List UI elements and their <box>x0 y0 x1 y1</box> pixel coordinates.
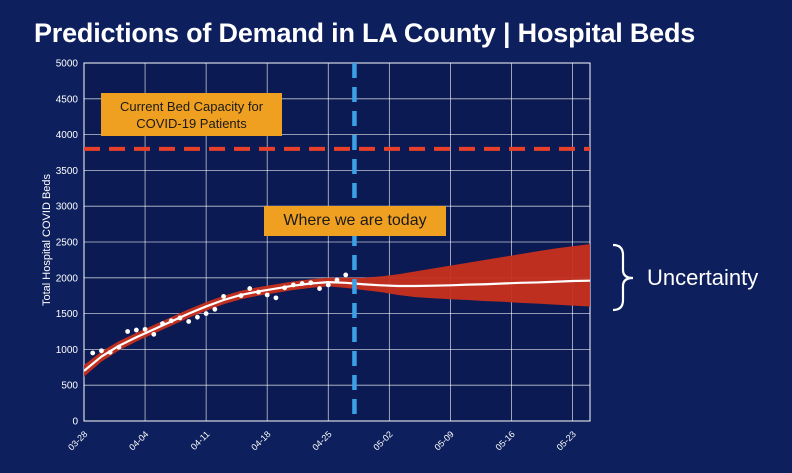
observed-point <box>186 319 192 324</box>
capacity-callout: Current Bed Capacity for COVID-19 Patien… <box>101 93 282 136</box>
x-tick-label: 04-11 <box>189 429 212 452</box>
uncertainty-label: Uncertainty <box>647 265 759 290</box>
slide-title: Predictions of Demand in LA County | Hos… <box>34 18 696 48</box>
x-tick-label: 03-28 <box>66 429 89 452</box>
observed-point <box>90 350 96 356</box>
observed-point <box>151 331 157 337</box>
x-tick-label: 05-02 <box>371 429 394 452</box>
x-tick-label: 04-04 <box>127 429 150 452</box>
observed-point <box>203 311 209 316</box>
observed-point <box>160 321 165 327</box>
observed-point <box>273 295 279 301</box>
observed-point <box>168 318 174 324</box>
observed-point <box>99 348 104 354</box>
observed-point <box>308 280 314 286</box>
y-axis-label: Total Hospital COVID Beds <box>41 173 53 306</box>
observed-point <box>282 285 288 291</box>
observed-point <box>343 272 349 278</box>
observed-point <box>177 315 183 321</box>
capacity-callout-line2: COVID-19 Patients <box>136 115 247 131</box>
y-tick-label: 2500 <box>56 238 79 249</box>
x-tick-label: 04-25 <box>310 429 333 452</box>
observed-point <box>142 326 148 332</box>
observed-point <box>256 289 261 295</box>
observed-point <box>264 292 270 298</box>
observed-point <box>334 277 340 283</box>
observed-point <box>221 294 226 299</box>
prediction-line-layer <box>83 279 591 372</box>
observed-point <box>317 286 322 291</box>
observed-point <box>116 344 122 350</box>
observed-point <box>325 282 331 288</box>
uncertainty-band <box>84 244 590 377</box>
x-tick-label: 04-18 <box>249 429 272 452</box>
x-tick-label: 05-09 <box>432 429 455 452</box>
y-tick-label: 4000 <box>56 130 79 141</box>
observed-point <box>238 293 244 299</box>
observed-point <box>212 306 218 312</box>
y-tick-label: 1000 <box>56 345 79 356</box>
y-tick-label: 4500 <box>56 94 79 105</box>
capacity-callout-line1: Current Bed Capacity for <box>119 98 264 114</box>
prediction-mean-line <box>83 279 591 372</box>
observed-point <box>247 286 253 291</box>
y-tick-label: 0 <box>72 417 78 428</box>
y-tick-label: 2000 <box>56 273 79 284</box>
today-callout: Where we are today <box>264 206 446 236</box>
x-axis-ticks: 03-28 04-04 04-11 04-18 04-25 05-02 05-09 05-16… <box>66 429 578 452</box>
uncertainty-band-layer <box>84 244 590 377</box>
y-tick-label: 500 <box>61 381 78 392</box>
y-tick-label: 3500 <box>56 166 79 177</box>
y-axis-ticks: 0 500 1000 1500 2000 2500 3000 3500 4000 4500 5000 <box>56 59 79 428</box>
observed-points-layer <box>90 272 349 356</box>
observed-point <box>195 314 200 320</box>
uncertainty-brace <box>612 243 634 312</box>
observed-point <box>299 281 305 286</box>
y-tick-label: 5000 <box>56 59 79 70</box>
y-tick-label: 3000 <box>56 202 79 213</box>
observed-point <box>107 349 113 355</box>
x-tick-label: 05-23 <box>555 429 578 452</box>
observed-point <box>133 327 139 333</box>
x-tick-label: 05-16 <box>494 429 517 452</box>
observed-point <box>290 282 296 288</box>
y-tick-label: 1500 <box>56 309 79 320</box>
observed-point <box>125 329 131 334</box>
